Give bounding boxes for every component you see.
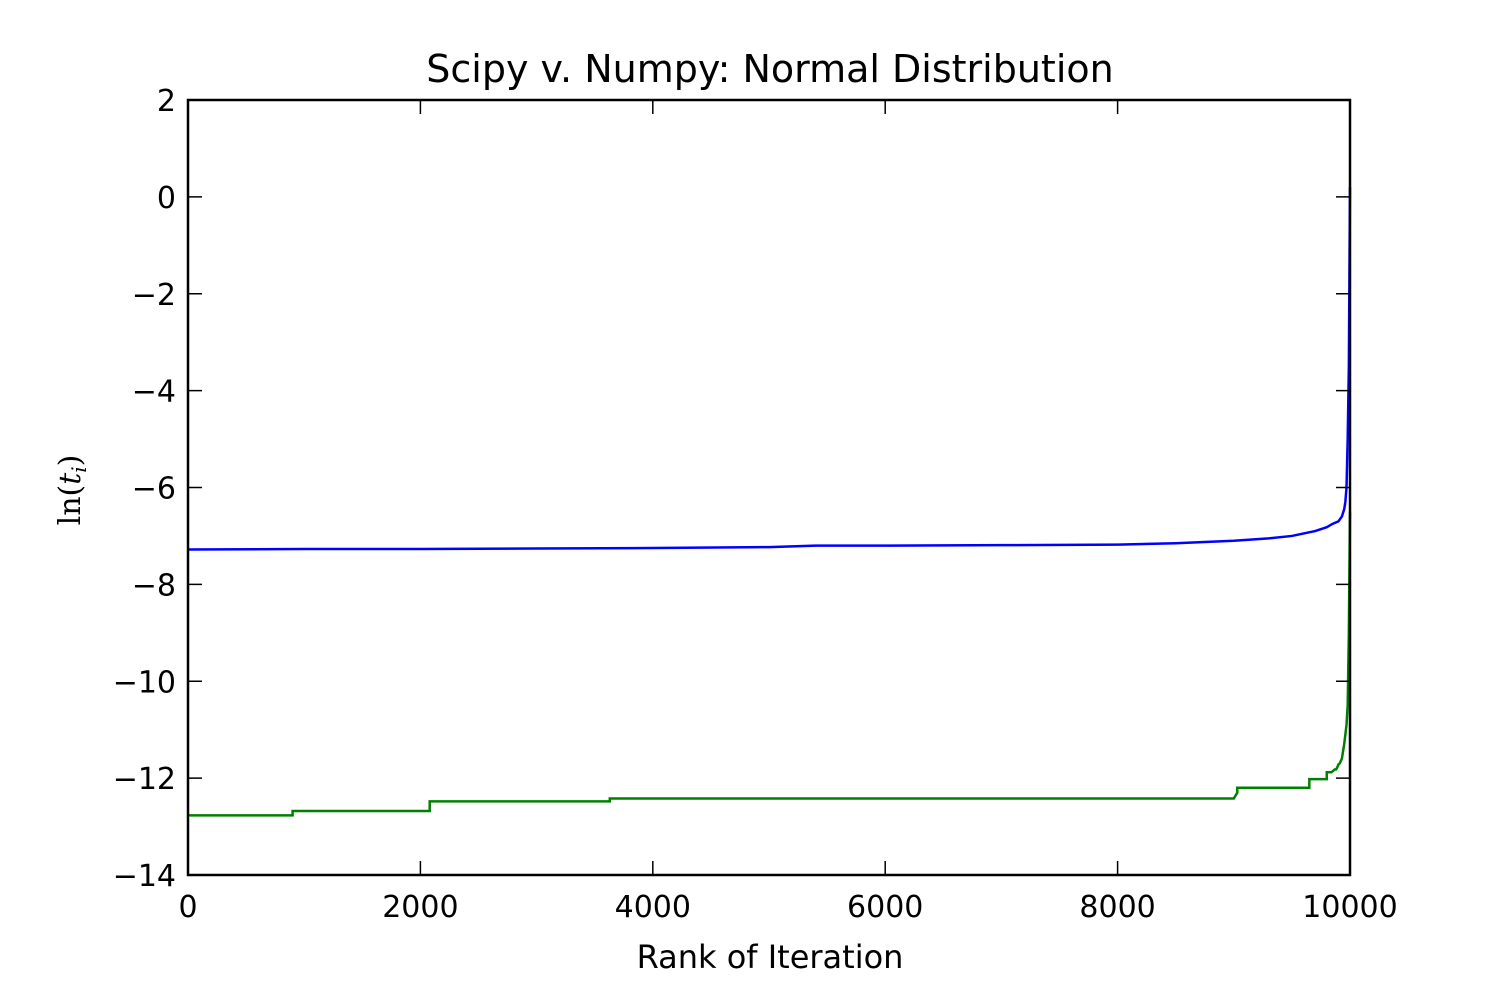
x-tick-label: 0 (178, 890, 197, 925)
y-label-close: ) (53, 455, 88, 467)
y-label-var: t (53, 472, 88, 485)
y-label-ln: ln( (53, 485, 88, 526)
y-tick-label: −6 (132, 472, 176, 507)
y-tick-label: −2 (132, 278, 176, 313)
x-tick-label: 8000 (1079, 890, 1155, 925)
x-tick-label: 6000 (847, 890, 923, 925)
x-axis-label: Rank of Iteration (637, 938, 904, 976)
x-tick-label: 2000 (382, 890, 458, 925)
y-tick-label: 2 (157, 84, 176, 119)
y-tick-label: −10 (113, 665, 176, 700)
series-line-2 (188, 511, 1352, 817)
y-tick-label: −12 (113, 762, 176, 797)
x-tick-label: 4000 (615, 890, 691, 925)
plot-frame (186, 98, 1352, 877)
y-axis-label: ln(ti) (53, 455, 91, 526)
x-tick-label: 10000 (1302, 890, 1397, 925)
y-tick-label: −4 (132, 375, 176, 410)
ticks: 0 2000 4000 6000 8000 10000 −14 −12 −10 −8 −6 −4 −2 0… (113, 84, 1398, 925)
chart-title: Scipy v. Numpy: Normal Distribution (426, 47, 1113, 91)
y-tick-label: 0 (157, 181, 176, 216)
series-line-1 (187, 187, 1352, 551)
y-tick-label: −8 (132, 568, 176, 603)
plot-area (187, 187, 1352, 817)
y-label-sub: i (67, 466, 91, 472)
y-tick-label: −14 (113, 859, 176, 894)
